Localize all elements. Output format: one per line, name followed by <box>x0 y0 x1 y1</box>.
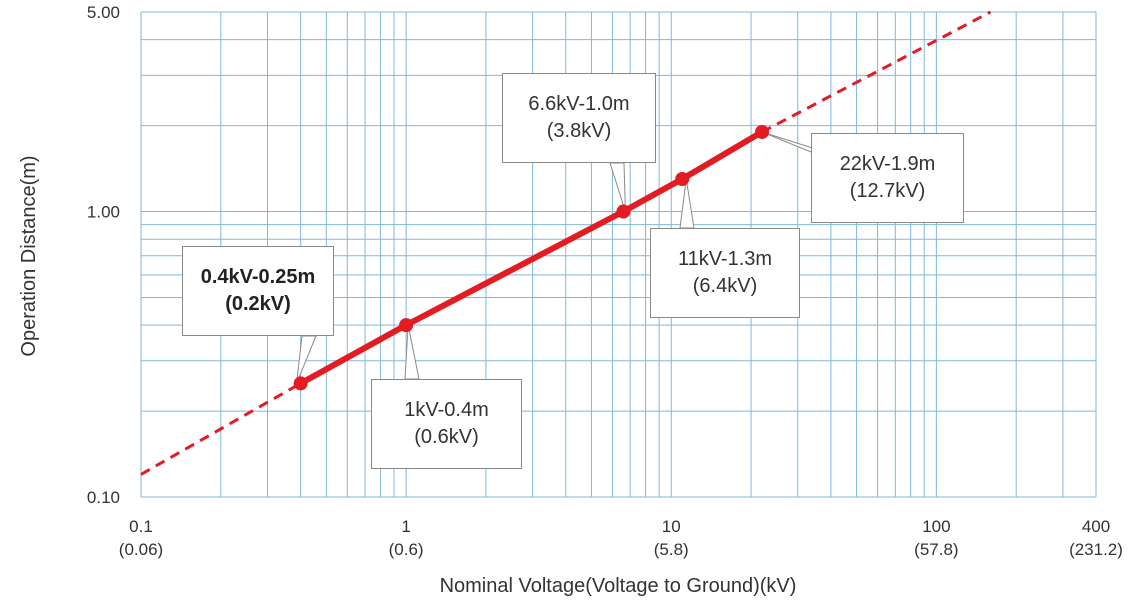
callout-box: 6.6kV-1.0m (3.8kV) <box>502 73 656 163</box>
data-point <box>399 318 414 333</box>
data-point <box>616 204 631 219</box>
x-tick-sublabel: (231.2) <box>1069 540 1123 559</box>
callout-line1: 0.4kV-0.25m <box>200 266 316 288</box>
data-markers <box>293 124 770 391</box>
callout-pointer <box>404 325 420 380</box>
x-tick-label: 0.1 <box>129 517 153 536</box>
x-tick-sublabel: (0.06) <box>119 540 163 559</box>
callout-leaders <box>296 131 826 384</box>
callout-line2: (0.2kV) <box>225 293 291 315</box>
callout-pointer <box>679 178 695 229</box>
x-tick-label: 100 <box>922 517 950 536</box>
callout-line1: 11kV-1.3m <box>677 248 773 270</box>
callout-line2: (3.8kV) <box>546 120 612 142</box>
callout-line1: 6.6kV-1.0m <box>528 93 630 115</box>
callout-box: 0.4kV-0.25m (0.2kV) <box>182 246 334 336</box>
tick-labels: 0.1 (0.06) 1 (0.6) 10 (5.8) 100 (57.8) 400 (231.2… <box>87 3 1123 559</box>
callout-pointer <box>609 162 626 212</box>
dashed-extension-line <box>761 10 992 134</box>
callout-line2: (12.7kV) <box>849 180 926 202</box>
data-point <box>675 172 690 187</box>
y-tick-label: 1.00 <box>87 203 120 222</box>
callout-box: 22kV-1.9m (12.7kV) <box>811 133 964 223</box>
dashed-extension-line <box>140 382 302 476</box>
callout-pointer <box>296 335 317 384</box>
callout-line1: 1kV-0.4m <box>404 399 489 421</box>
x-tick-label: 1 <box>401 517 410 536</box>
callout-line2: (0.6kV) <box>414 426 479 448</box>
callout-line1: 22kV-1.9m <box>839 153 936 175</box>
y-tick-label: 0.10 <box>87 488 120 507</box>
callout-box: 1kV-0.4m (0.6kV) <box>371 379 522 469</box>
data-point <box>755 124 770 139</box>
data-point <box>293 376 308 391</box>
x-tick-label: 400 <box>1082 517 1110 536</box>
x-tick-label: 10 <box>662 517 681 536</box>
x-axis-title: Nominal Voltage(Voltage to Ground)(kV) <box>440 575 797 597</box>
callout-box: 11kV-1.3m (6.4kV) <box>650 228 800 318</box>
y-axis-title: Operation Distance(m) <box>18 155 40 356</box>
callout-line2: (6.4kV) <box>692 275 758 297</box>
x-tick-sublabel: (0.6) <box>389 540 424 559</box>
y-tick-label: 5.00 <box>87 3 120 22</box>
x-tick-sublabel: (5.8) <box>654 540 689 559</box>
x-tick-sublabel: (57.8) <box>914 540 958 559</box>
